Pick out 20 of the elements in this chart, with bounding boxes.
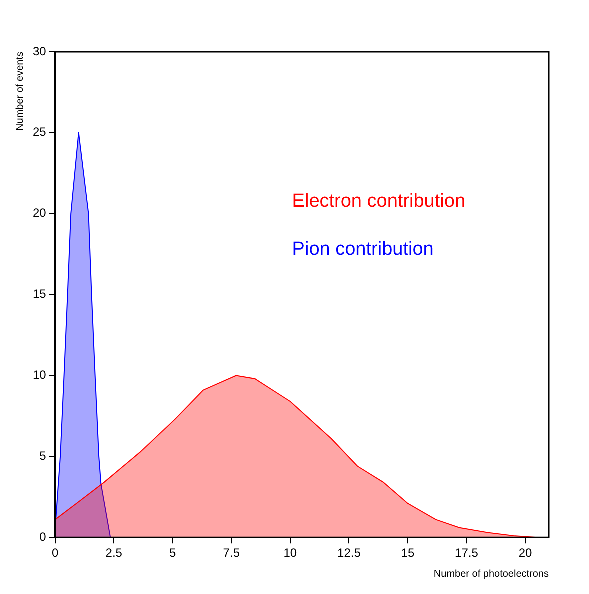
y-tick-label: 20 xyxy=(32,206,47,220)
text: Pion contribution xyxy=(292,239,434,260)
y-tick-label: 15 xyxy=(32,287,47,302)
y-tick-label: 5 xyxy=(40,448,47,463)
text: Electron contribution xyxy=(292,191,466,212)
x-tick-label: 10 xyxy=(284,546,298,560)
y-tick-label: 0 xyxy=(40,530,47,544)
x-tick-label: 17.5 xyxy=(455,546,479,560)
x-tick-label: 7.5 xyxy=(223,546,240,560)
x-tick-label: 20 xyxy=(518,546,532,560)
y-tick-label: 25 xyxy=(32,125,47,140)
x-tick-label: 15 xyxy=(401,546,415,560)
y-tick-label: 10 xyxy=(32,368,47,382)
y-axis-title: Number of events xyxy=(14,52,26,131)
y-tick-label: 30 xyxy=(32,44,47,58)
x-tick-label: 12.5 xyxy=(338,546,362,560)
x-tick-label: 5 xyxy=(170,546,177,560)
x-tick-label: 2.5 xyxy=(106,546,123,560)
x-tick-label: 0 xyxy=(52,546,60,560)
x-axis-title: Number of photoelectrons xyxy=(434,568,549,580)
